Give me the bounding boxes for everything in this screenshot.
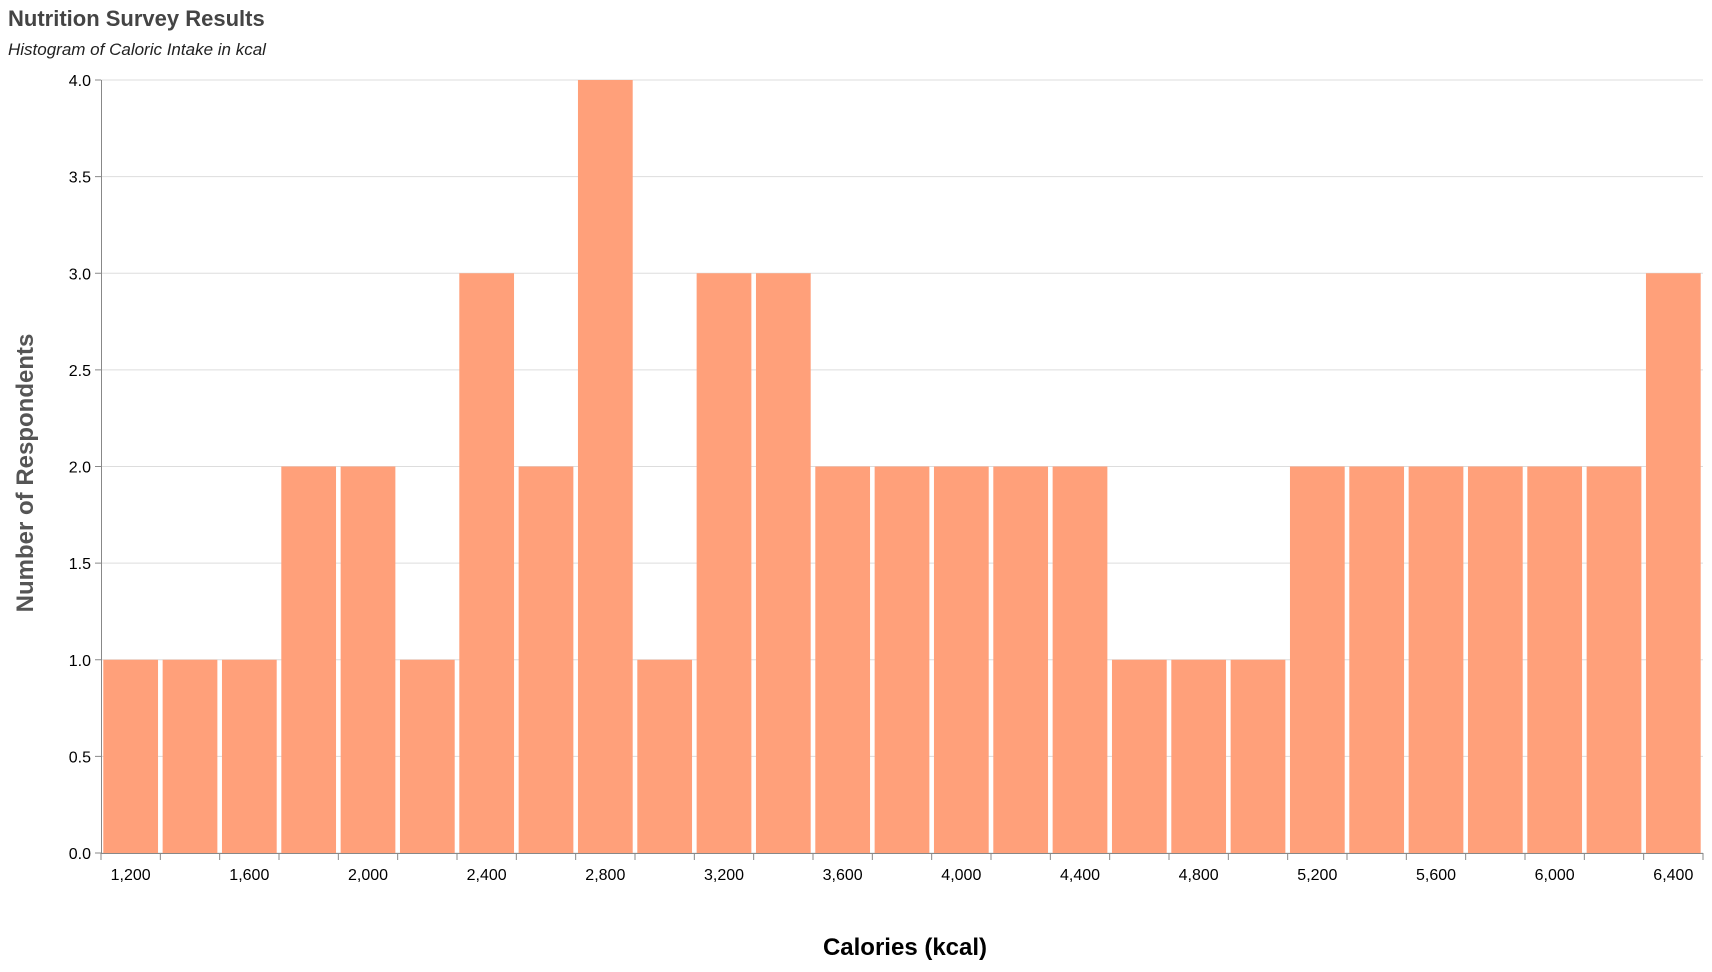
- y-tick-label: 4.0: [69, 73, 91, 90]
- histogram-bar: [162, 659, 218, 853]
- x-axis-title: Calories (kcal): [823, 934, 987, 961]
- x-tick-label: 1,600: [229, 867, 269, 884]
- histogram-bar: [1289, 466, 1345, 853]
- x-tick-label: 3,200: [704, 867, 744, 884]
- x-tick-label: 4,400: [1060, 867, 1100, 884]
- chart-title: Nutrition Survey Results: [8, 6, 265, 31]
- histogram-bar: [340, 466, 396, 853]
- x-tick-label: 3,600: [823, 867, 863, 884]
- histogram-bar: [103, 659, 159, 853]
- x-tick-label: 2,400: [467, 867, 507, 884]
- histogram-bar: [281, 466, 337, 853]
- histogram-bar: [1408, 466, 1464, 853]
- y-tick-label: 1.5: [69, 556, 91, 573]
- histogram-bar: [1111, 659, 1167, 853]
- y-tick-label: 3.5: [69, 170, 91, 187]
- bars: [103, 80, 1701, 853]
- y-axis-title: Number of Respondents: [12, 334, 39, 613]
- y-tick-label: 1.0: [69, 653, 91, 670]
- y-tick-label: 3.0: [69, 266, 91, 283]
- histogram-bar: [1052, 466, 1108, 853]
- histogram-bar: [933, 466, 989, 853]
- y-tick-label: 0.0: [69, 846, 91, 863]
- histogram-bar: [221, 659, 277, 853]
- y-tick-label: 2.5: [69, 363, 91, 380]
- histogram-bar: [993, 466, 1049, 853]
- x-tick-label: 6,000: [1535, 867, 1575, 884]
- x-tick-label: 5,600: [1416, 867, 1456, 884]
- y-tick-label: 0.5: [69, 749, 91, 766]
- histogram-bar: [1349, 466, 1405, 853]
- x-tick-label: 4,000: [941, 867, 981, 884]
- x-tick-label: 1,200: [111, 867, 151, 884]
- histogram-bar: [577, 80, 633, 853]
- histogram-bar: [815, 466, 871, 853]
- histogram-bar: [1586, 466, 1642, 853]
- histogram-bar: [874, 466, 930, 853]
- axes: 0.0 0.5 1.0 1.5 2.0 2.5 3.0 3.5 4.0 1,200 1,600 2,0…: [69, 73, 1704, 884]
- histogram-bar: [637, 659, 693, 853]
- x-tick-label: 6,400: [1653, 867, 1693, 884]
- histogram-bar: [518, 466, 574, 853]
- x-tick-label: 5,200: [1297, 867, 1337, 884]
- x-tick-label: 2,000: [348, 867, 388, 884]
- x-tick-label: 2,800: [585, 867, 625, 884]
- histogram-bar: [459, 273, 515, 853]
- histogram-bar: [755, 273, 811, 853]
- histogram-bar: [1171, 659, 1227, 853]
- y-tick-label: 2.0: [69, 460, 91, 477]
- x-tick-label: 4,800: [1179, 867, 1219, 884]
- histogram-bar: [1467, 466, 1523, 853]
- histogram-bar: [696, 273, 752, 853]
- histogram-bar: [399, 659, 455, 853]
- histogram-bar: [1527, 466, 1583, 853]
- histogram-bar: [1230, 659, 1286, 853]
- chart-subtitle: Histogram of Caloric Intake in kcal: [8, 40, 266, 59]
- histogram-bar: [1645, 273, 1701, 853]
